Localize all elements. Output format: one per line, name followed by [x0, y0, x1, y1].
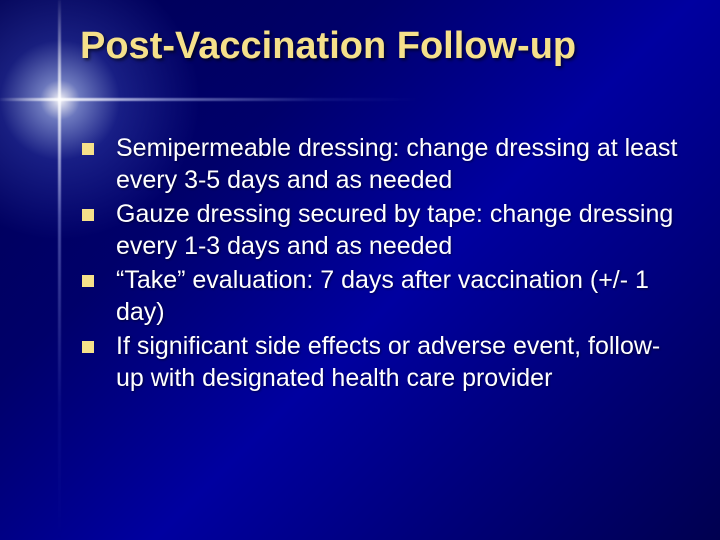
bullet-list: Semipermeable dressing: change dressing …	[82, 132, 680, 394]
list-item: Gauze dressing secured by tape: change d…	[82, 198, 680, 262]
list-item: Semipermeable dressing: change dressing …	[82, 132, 680, 196]
lens-flare-vertical	[58, 0, 61, 540]
slide: Post-Vaccination Follow-up Semipermeable…	[0, 0, 720, 540]
lens-flare-horizontal	[0, 98, 420, 101]
slide-body: Semipermeable dressing: change dressing …	[82, 132, 680, 396]
list-item: If significant side effects or adverse e…	[82, 330, 680, 394]
list-item: “Take” evaluation: 7 days after vaccinat…	[82, 264, 680, 328]
slide-title: Post-Vaccination Follow-up	[80, 26, 690, 68]
